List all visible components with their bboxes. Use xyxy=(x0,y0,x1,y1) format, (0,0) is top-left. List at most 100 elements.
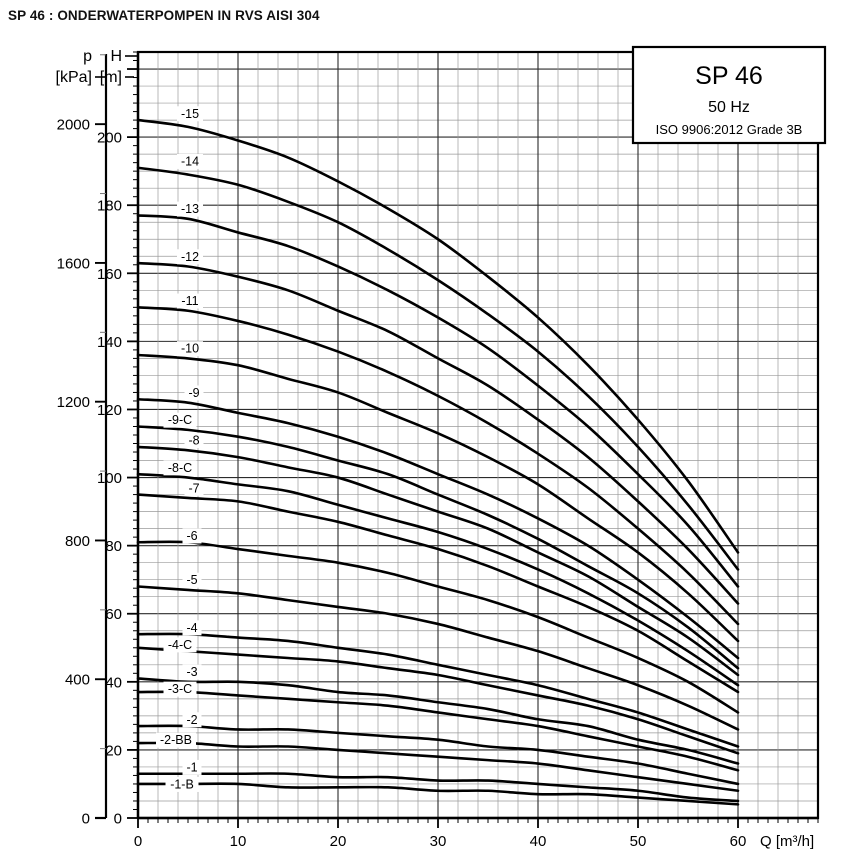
pump-curve-3[interactable] xyxy=(136,677,740,765)
pressure-tick-label: 1600 xyxy=(57,255,90,272)
curve-label-8-c: -8-C xyxy=(168,461,192,475)
head-tick-label: 80 xyxy=(105,538,122,555)
curve-label-bg xyxy=(182,528,202,544)
curve-label-bg xyxy=(163,460,197,476)
head-tick-label: 160 xyxy=(97,266,122,283)
pressure-axis-symbol: p xyxy=(83,48,92,65)
legend-model-label: SP 46 xyxy=(695,62,763,90)
curve-label-6: -6 xyxy=(186,529,197,543)
flow-tick-label: 10 xyxy=(230,833,247,850)
curve-label-bg xyxy=(163,412,197,428)
legend-box: SP 46 50 Hz ISO 9906:2012 Grade 3B xyxy=(631,45,827,145)
flow-tick-label: 50 xyxy=(630,833,647,850)
flow-axis: 0 10 20 30 40 50 60 Q [m³/h] xyxy=(134,816,819,850)
pump-curve-4[interactable] xyxy=(136,632,740,748)
curve-label-bg xyxy=(184,385,204,401)
curve-label-1-b: -1-B xyxy=(170,777,194,791)
curve-label-11: -11 xyxy=(181,294,198,308)
flow-tick-label: 20 xyxy=(330,833,347,850)
curve-label-9-c: -9-C xyxy=(168,413,192,427)
curve-label-bg xyxy=(182,620,202,636)
pressure-tick-label: 400 xyxy=(65,672,90,689)
head-tick-label: 40 xyxy=(105,674,122,691)
curve-labels: -15 -14 -13 -12 -11 -10 -9 -9-C -8 -8-C -7 -6 -5 -4 -4… xyxy=(156,106,204,792)
curve-label-4-c: -4-C xyxy=(168,638,192,652)
pump-curve-12[interactable] xyxy=(136,261,740,605)
pressure-axis-unit: [kPa] xyxy=(56,69,92,86)
pump-curve-1[interactable] xyxy=(136,772,740,803)
pressure-tick-label: 1200 xyxy=(57,394,90,411)
pump-curve-8[interactable] xyxy=(136,445,740,677)
pump-curve-14[interactable] xyxy=(136,166,740,571)
pump-curve-9-c[interactable] xyxy=(136,425,740,670)
legend-box-frame xyxy=(631,45,827,145)
curve-label-bg xyxy=(156,732,196,748)
pressure-tick-label: 2000 xyxy=(57,117,90,134)
pump-curves xyxy=(136,118,740,806)
curve-label-bg xyxy=(177,249,203,265)
pump-curve-15[interactable] xyxy=(136,118,740,554)
pump-curve-11[interactable] xyxy=(136,306,740,626)
curve-label-8: -8 xyxy=(188,434,199,448)
curve-label-bg xyxy=(182,664,202,680)
curve-label-bg xyxy=(184,480,204,496)
flow-tick-label: 30 xyxy=(430,833,447,850)
head-tick-label: 100 xyxy=(97,470,122,487)
flow-axis-label: Q [m³/h] xyxy=(760,833,814,850)
flow-tick-label: 40 xyxy=(530,833,547,850)
head-tick-label: 140 xyxy=(97,334,122,351)
pump-curve-1-b[interactable] xyxy=(136,782,740,806)
head-tick-label: 120 xyxy=(97,402,122,419)
pump-curve-2[interactable] xyxy=(136,724,740,786)
curve-label-3-c: -3-C xyxy=(168,682,192,696)
curve-label-bg xyxy=(177,293,203,309)
curve-label-13: -13 xyxy=(181,202,199,216)
head-tick-label: 200 xyxy=(97,130,122,147)
chart-gridlines xyxy=(137,51,819,819)
curve-label-4: -4 xyxy=(186,621,197,635)
head-tick-label: 180 xyxy=(97,198,122,215)
curve-label-bg xyxy=(165,776,199,792)
pump-curve-7[interactable] xyxy=(136,493,740,694)
curve-label-1: -1 xyxy=(186,760,197,774)
pump-curve-6[interactable] xyxy=(136,540,740,714)
curve-label-bg xyxy=(177,106,203,122)
legend-frequency-label: 50 Hz xyxy=(708,99,750,116)
pump-curve-13[interactable] xyxy=(136,214,740,588)
head-tick-label: 60 xyxy=(105,606,122,623)
curve-label-bg xyxy=(184,433,204,449)
curve-label-9: -9 xyxy=(188,386,199,400)
curve-label-bg xyxy=(163,681,197,697)
pump-curve-9[interactable] xyxy=(136,397,740,660)
legend-standard-label: ISO 9906:2012 Grade 3B xyxy=(656,122,803,137)
head-tick-label: 20 xyxy=(105,742,122,759)
curve-label-14: -14 xyxy=(181,154,199,168)
pump-curve-4-c[interactable] xyxy=(136,646,740,755)
flow-tick-label: 60 xyxy=(730,833,747,850)
curve-label-10: -10 xyxy=(181,342,199,356)
pump-curve-5[interactable] xyxy=(136,585,740,731)
curve-label-bg xyxy=(177,153,203,169)
curve-label-7: -7 xyxy=(188,481,199,495)
curve-label-bg xyxy=(163,637,197,653)
curve-label-bg xyxy=(182,572,202,588)
curve-label-bg xyxy=(177,341,203,357)
curve-label-2: -2 xyxy=(186,713,197,727)
curve-label-bg xyxy=(182,712,202,728)
pump-curve-8-c[interactable] xyxy=(136,472,740,687)
curve-label-12: -12 xyxy=(181,250,199,264)
pump-curve-2-bb[interactable] xyxy=(136,741,740,793)
head-tick-label: 0 xyxy=(114,811,122,828)
curve-label-2-bb: -2-BB xyxy=(160,733,192,747)
pump-curve-10[interactable] xyxy=(136,353,740,643)
flow-tick-label: 0 xyxy=(134,833,142,850)
head-axis-symbol: H xyxy=(110,48,122,65)
curve-label-bg xyxy=(177,201,203,217)
curve-label-5: -5 xyxy=(186,573,197,587)
curve-label-bg xyxy=(182,759,202,775)
pump-curve-3-c[interactable] xyxy=(136,690,740,772)
page-title: SP 46 : ONDERWATERPOMPEN IN RVS AISI 304 xyxy=(8,8,320,23)
